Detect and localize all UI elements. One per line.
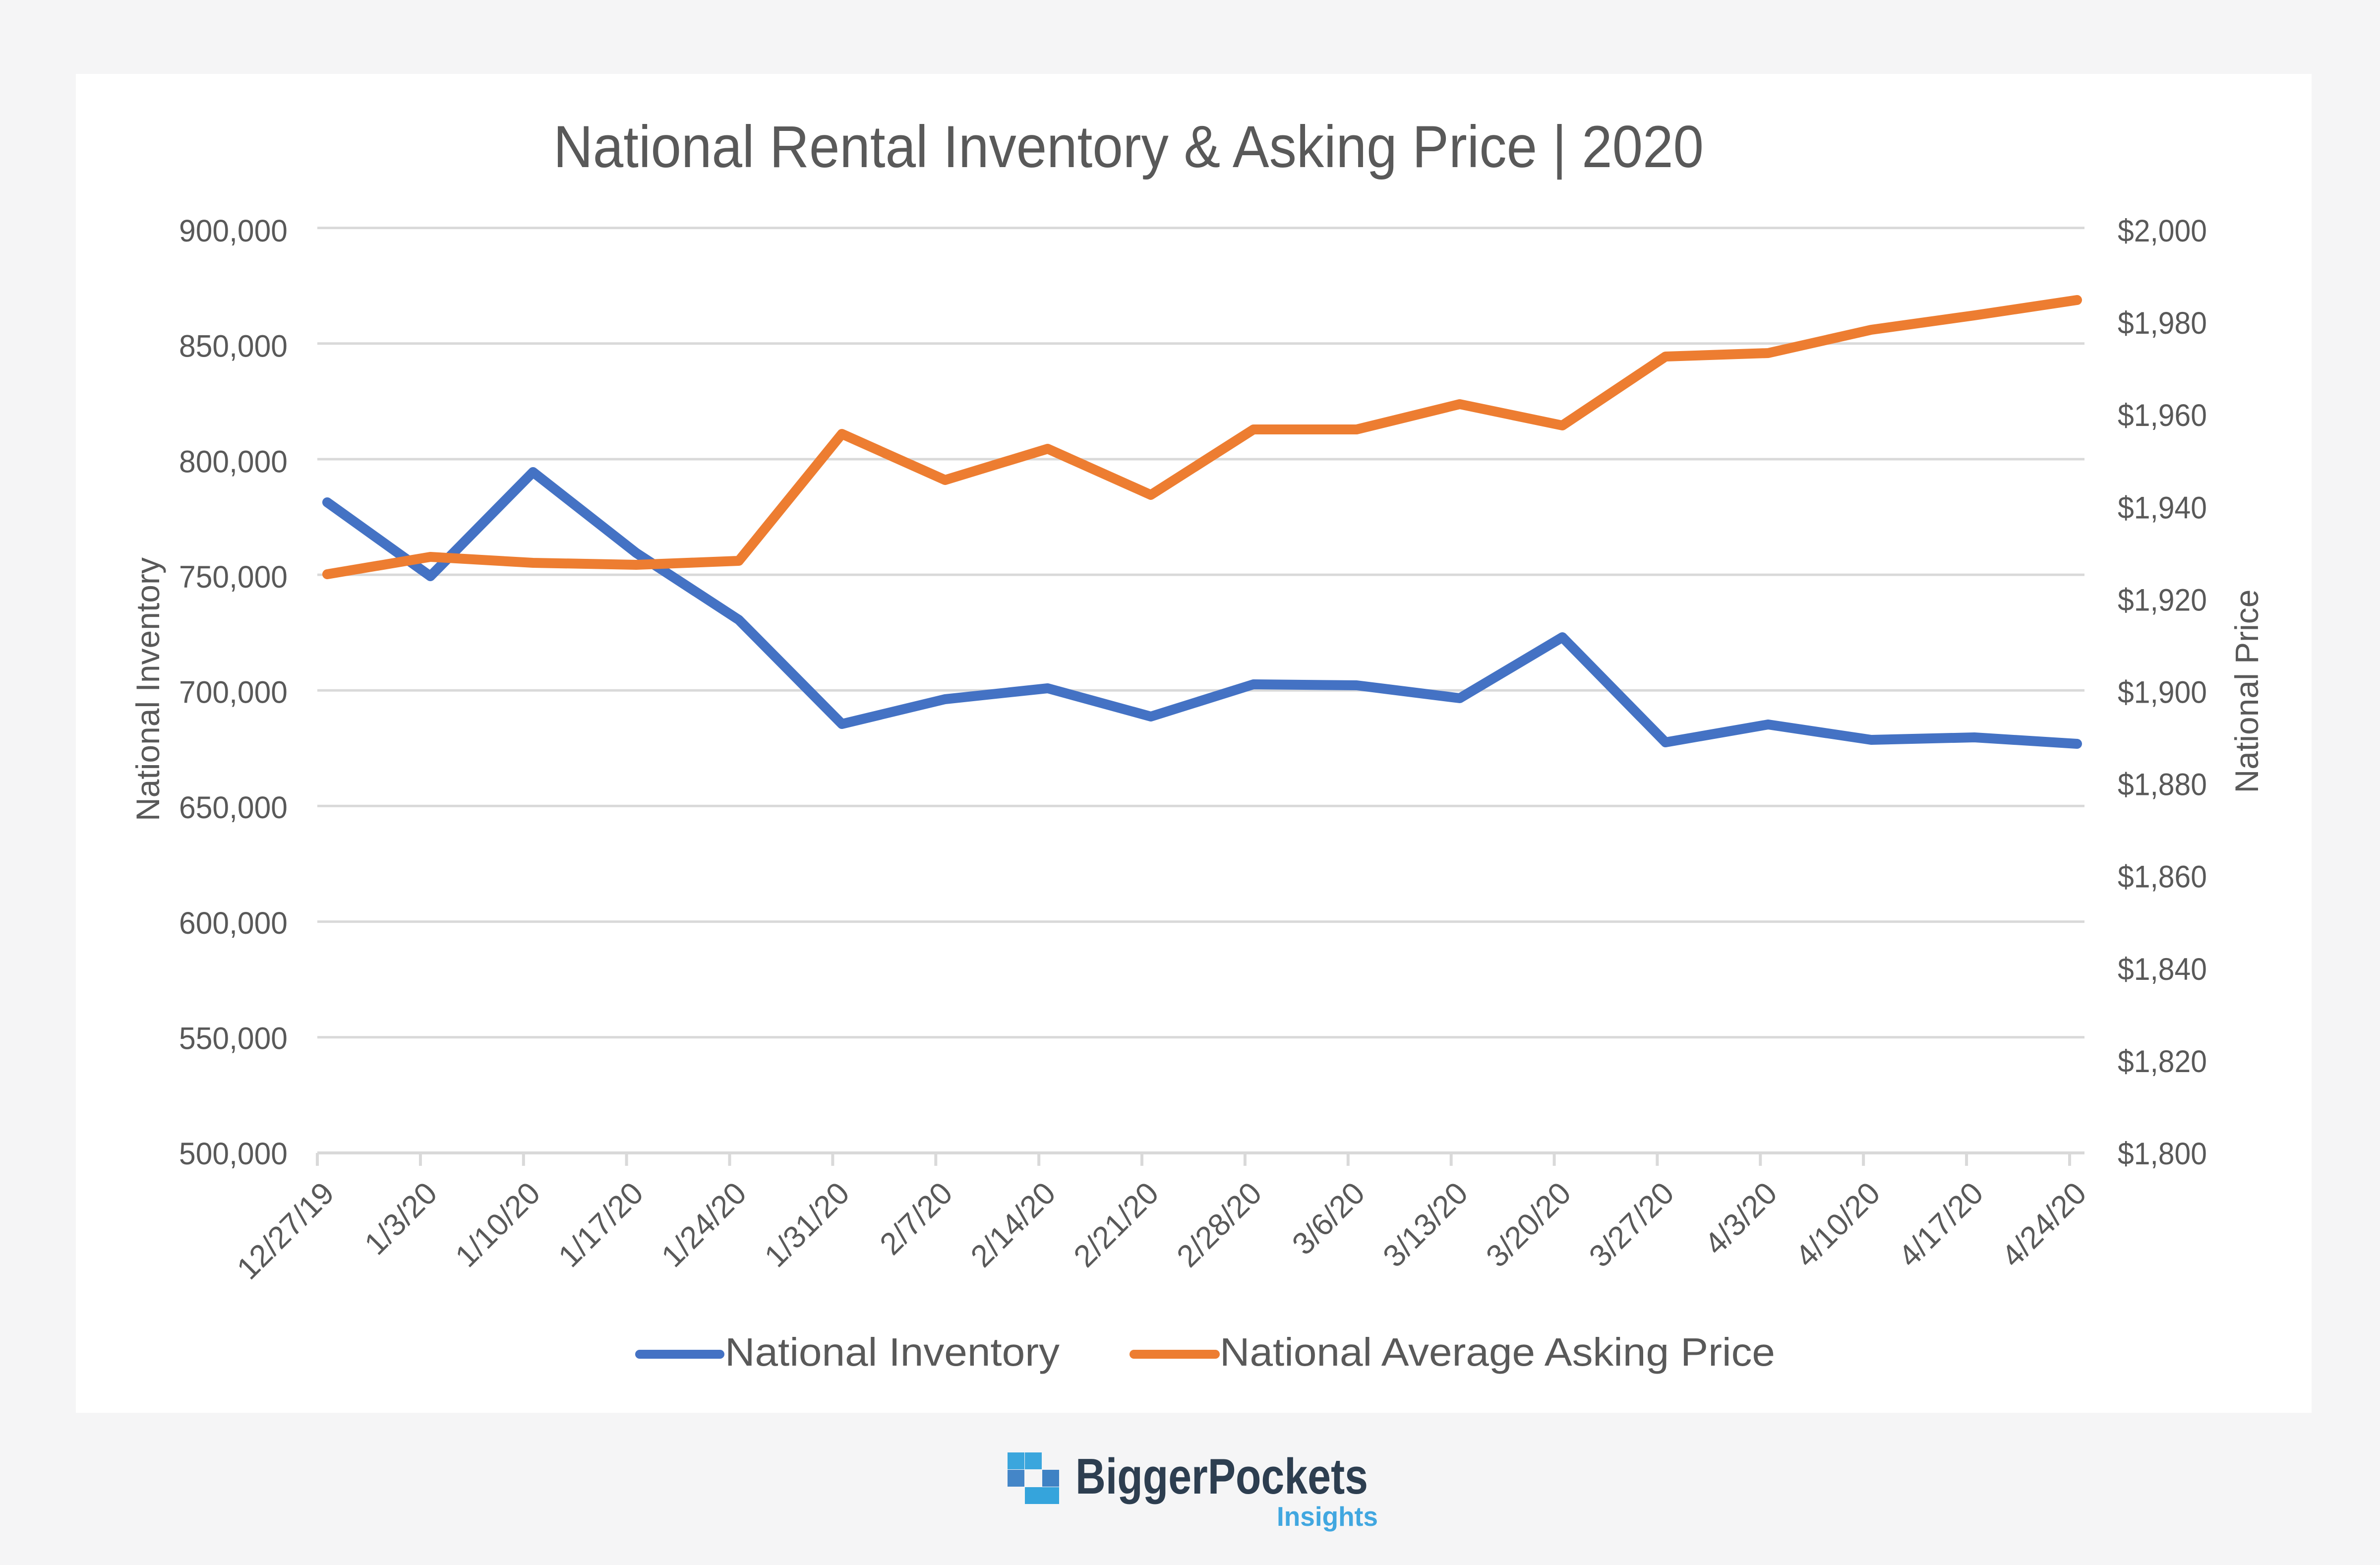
svg-text:800,000: 800,000 xyxy=(179,444,288,479)
svg-text:900,000: 900,000 xyxy=(179,214,288,248)
svg-text:$1,940: $1,940 xyxy=(2118,490,2207,525)
svg-text:750,000: 750,000 xyxy=(179,560,288,595)
svg-text:$2,000: $2,000 xyxy=(2118,214,2207,248)
svg-text:500,000: 500,000 xyxy=(179,1137,288,1171)
svg-text:600,000: 600,000 xyxy=(179,906,288,941)
svg-text:650,000: 650,000 xyxy=(179,790,288,825)
svg-text:National Price: National Price xyxy=(2228,590,2265,793)
svg-text:550,000: 550,000 xyxy=(179,1021,288,1056)
svg-text:Insights: Insights xyxy=(1277,1501,1378,1532)
svg-text:$1,920: $1,920 xyxy=(2118,583,2207,617)
svg-text:National Inventory: National Inventory xyxy=(725,1330,1060,1374)
svg-text:National Average Asking Price: National Average Asking Price xyxy=(1220,1330,1775,1374)
svg-text:$1,980: $1,980 xyxy=(2118,306,2207,341)
svg-text:$1,840: $1,840 xyxy=(2118,952,2207,987)
svg-text:850,000: 850,000 xyxy=(179,329,288,364)
svg-text:$1,860: $1,860 xyxy=(2118,860,2207,895)
svg-text:$1,820: $1,820 xyxy=(2118,1044,2207,1079)
svg-text:BiggerPockets: BiggerPockets xyxy=(1075,1449,1368,1505)
svg-text:National Inventory: National Inventory xyxy=(129,557,166,821)
svg-text:$1,900: $1,900 xyxy=(2118,675,2207,710)
svg-text:$1,800: $1,800 xyxy=(2118,1137,2207,1171)
svg-text:$1,960: $1,960 xyxy=(2118,398,2207,433)
svg-text:$1,880: $1,880 xyxy=(2118,768,2207,802)
svg-text:700,000: 700,000 xyxy=(179,675,288,710)
svg-text:National Rental Inventory & As: National Rental Inventory & Asking Price… xyxy=(553,114,1704,180)
